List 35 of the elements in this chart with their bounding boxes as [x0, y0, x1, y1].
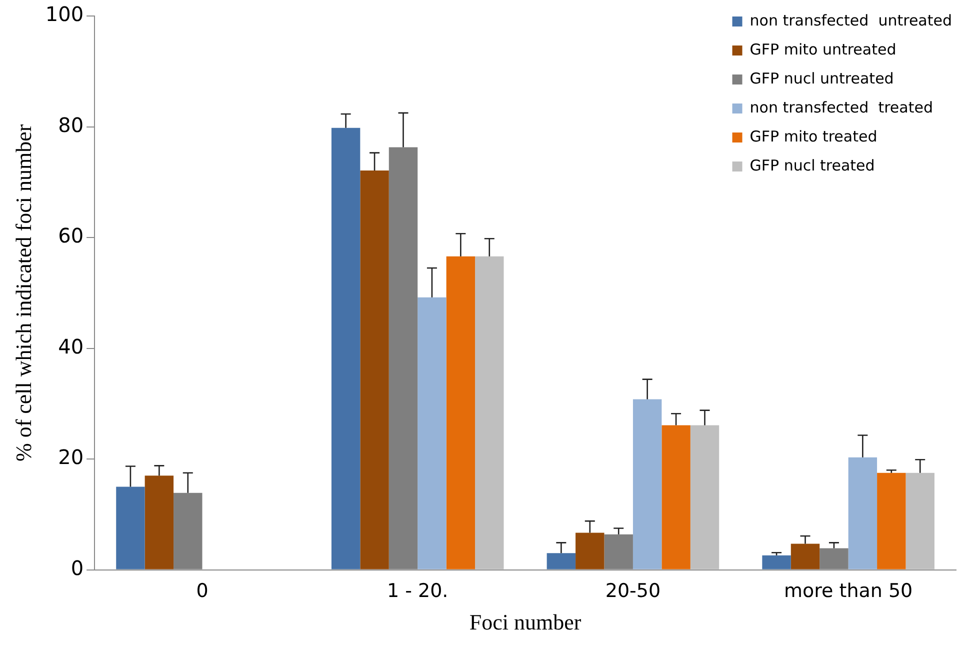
legend-label: GFP mito treated: [750, 127, 878, 146]
bar: [576, 532, 604, 570]
y-tick-label: 0: [70, 556, 84, 580]
bar: [418, 297, 446, 570]
y-tick-label: 40: [58, 334, 84, 358]
bar: [762, 555, 791, 570]
bar: [632, 399, 662, 570]
y-tick-label: 80: [58, 112, 84, 137]
bar: [690, 425, 720, 570]
bar: [848, 457, 878, 570]
bar: [475, 256, 504, 570]
bar: [360, 170, 389, 570]
x-tick-label: more than 50: [784, 580, 913, 602]
legend-label: non transfected untreated: [750, 11, 952, 30]
x-axis-title: Foci number: [469, 610, 582, 635]
bar: [790, 544, 820, 570]
bar: [446, 256, 476, 570]
bar: [144, 476, 174, 570]
legend-label: GFP nucl treated: [750, 156, 875, 174]
y-tick-label: 60: [58, 224, 84, 248]
legend-label: GFP mito untreated: [750, 40, 896, 58]
x-tick-label: 1 - 20.: [386, 580, 448, 602]
y-tick-label: 100: [45, 2, 84, 26]
bar: [906, 472, 934, 570]
bar: [662, 425, 690, 570]
x-tick-label: 0: [196, 580, 208, 602]
bar: [546, 553, 576, 570]
y-axis-title: % of cell which indicated foci number: [10, 124, 36, 462]
legend-label: non transfected treated: [750, 98, 933, 116]
bar: [331, 128, 360, 570]
bar: [877, 472, 906, 570]
x-tick-label: 20-50: [605, 580, 661, 602]
y-tick-label: 20: [58, 445, 84, 470]
bar: [116, 486, 145, 570]
legend-label: GFP nucl untreated: [750, 69, 894, 88]
